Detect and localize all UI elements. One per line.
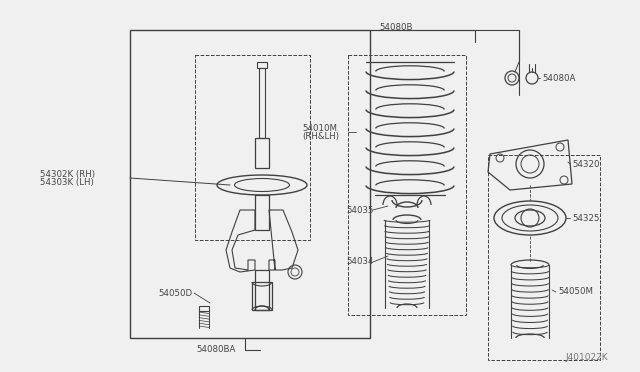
Text: 54080BA: 54080BA bbox=[196, 346, 236, 355]
Bar bbox=[488, 155, 600, 360]
Bar bbox=[259, 68, 265, 138]
Text: J401022K: J401022K bbox=[565, 353, 607, 362]
Text: 54050M: 54050M bbox=[558, 288, 593, 296]
Bar bbox=[252, 282, 272, 310]
Bar bbox=[130, 30, 370, 338]
Text: 54325: 54325 bbox=[572, 214, 600, 222]
Bar bbox=[255, 270, 269, 310]
Text: 54080A: 54080A bbox=[542, 74, 575, 83]
Text: 54080B: 54080B bbox=[379, 22, 413, 32]
Text: 54302K (RH): 54302K (RH) bbox=[40, 170, 95, 179]
Bar bbox=[255, 195, 269, 230]
Bar bbox=[195, 55, 310, 240]
Text: 54034: 54034 bbox=[346, 257, 374, 266]
Text: (RH&LH): (RH&LH) bbox=[302, 131, 339, 141]
Bar bbox=[255, 138, 269, 168]
Bar bbox=[348, 55, 466, 315]
Bar bbox=[257, 62, 267, 68]
Text: 54320: 54320 bbox=[572, 160, 600, 169]
Text: 54010M: 54010M bbox=[302, 124, 337, 132]
Text: 54303K (LH): 54303K (LH) bbox=[40, 177, 93, 186]
Bar bbox=[199, 306, 209, 311]
Text: 54035: 54035 bbox=[346, 205, 374, 215]
Text: 54050D: 54050D bbox=[158, 289, 192, 298]
